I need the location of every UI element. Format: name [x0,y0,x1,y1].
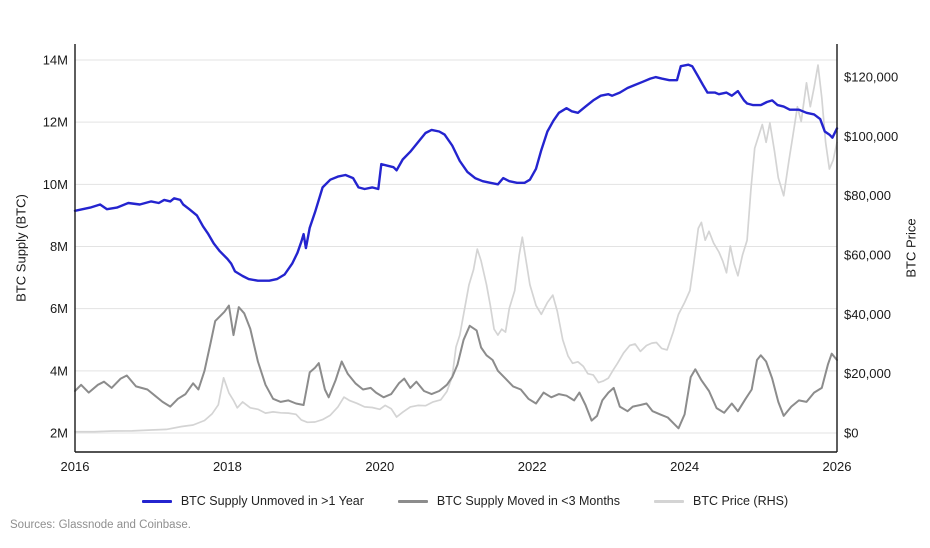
series-btc-price-rhs [74,64,838,433]
series-supply-unmoved-1y [73,63,839,282]
right-axis-tick-label: $40,000 [844,307,891,322]
legend-item-btc-price: BTC Price (RHS) [654,494,788,508]
left-axis-tick-label: 14M [43,53,68,68]
legend-item-supply-unmoved: BTC Supply Unmoved in >1 Year [141,494,364,508]
x-axis-tick-label: 2024 [670,459,699,474]
sources-note: Sources: Glassnode and Coinbase. [10,519,191,531]
left-axis-tick-label: 6M [50,301,68,316]
left-axis-tick-label: 12M [43,115,68,130]
x-axis-tick-label: 2022 [518,459,547,474]
x-axis-tick-label: 2018 [213,459,242,474]
legend-line-swatch-gray [397,499,428,503]
legend-item-supply-moved: BTC Supply Moved in <3 Months [397,494,620,508]
legend-label: BTC Supply Unmoved in >1 Year [180,494,364,508]
x-axis-tick-label: 2026 [823,459,852,474]
right-axis-tick-label: $100,000 [844,129,898,144]
left-axis-title: BTC Supply (BTC) [13,194,29,302]
legend-line-swatch-blue [141,499,172,503]
right-axis-tick-label: $0 [844,426,858,441]
right-axis-tick-label: $80,000 [844,188,891,203]
right-axis-tick-label: $120,000 [844,70,898,85]
legend-label: BTC Price (RHS) [693,494,789,508]
x-axis-tick-label: 2016 [61,459,90,474]
x-axis-tick-label: 2020 [365,459,394,474]
right-axis-title: BTC Price [903,218,919,278]
legend-label: BTC Supply Moved in <3 Months [436,494,620,508]
left-axis-tick-label: 8M [50,239,68,254]
right-axis-tick-label: $20,000 [844,366,891,381]
legend: BTC Supply Unmoved in >1 Year BTC Supply… [0,494,930,508]
series-supply-moved-3m [74,304,838,430]
right-axis-tick-label: $60,000 [844,248,891,263]
left-axis-tick-label: 4M [50,363,68,378]
legend-line-swatch-lightgray [654,499,684,503]
left-axis-tick-label: 10M [43,177,68,192]
left-axis-tick-label: 2M [50,426,68,441]
